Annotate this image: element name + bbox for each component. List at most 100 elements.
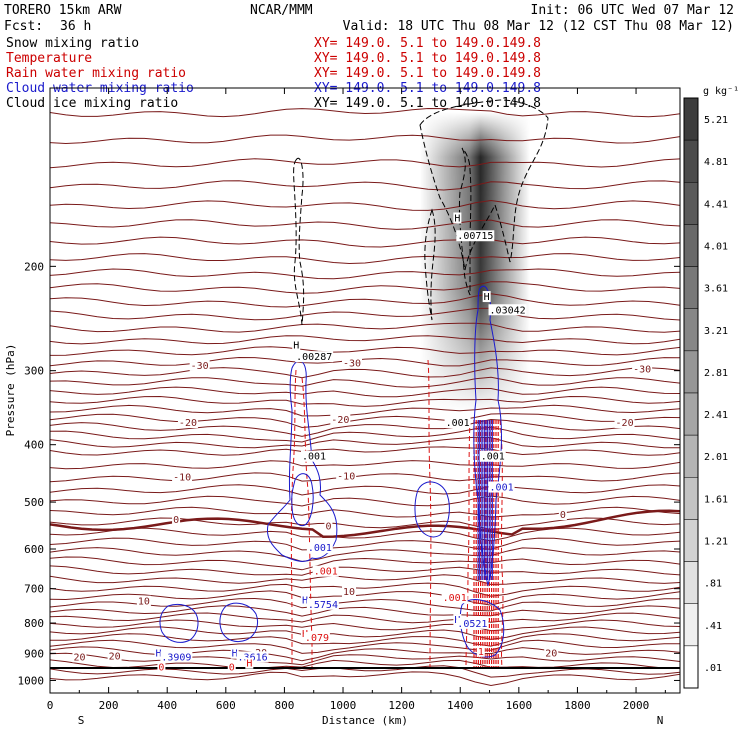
snow-contours — [293, 99, 549, 326]
cloud_water-label-bg — [230, 647, 239, 659]
forecast-hour: 36 h — [60, 19, 91, 34]
isotherm-line — [50, 537, 680, 551]
temperature-label-bg — [342, 586, 357, 598]
x-axis-end-left: S — [78, 714, 85, 727]
isotherm-line — [50, 236, 680, 248]
isotherm-line — [50, 506, 680, 518]
org-title: NCAR/MMM — [250, 3, 313, 18]
isotherm-line — [50, 446, 680, 456]
rain-contour-west-left — [290, 369, 297, 668]
isotherm-line — [50, 556, 680, 571]
snow-label-bg — [453, 212, 462, 224]
temperature-label: -30 — [343, 358, 361, 369]
legend-item-temperature: Temperature — [6, 51, 92, 66]
x-tick-label: 2000 — [623, 699, 650, 712]
isotherm-line — [50, 619, 680, 632]
isotherm-line — [50, 472, 680, 483]
x-tick-label: 200 — [99, 699, 119, 712]
snow-label: H — [484, 292, 490, 303]
temperature-label-bg — [342, 357, 363, 369]
isotherm-line — [50, 158, 680, 169]
snow-label-bg — [456, 230, 495, 242]
snow-label-bg — [292, 339, 301, 351]
colorbar-swatch — [683, 434, 699, 478]
cloud-contour-core — [473, 285, 503, 587]
x-tick-label: 1600 — [506, 699, 533, 712]
isotherm-line — [50, 646, 680, 662]
legend-item-snow: Snow mixing ratio — [6, 36, 139, 51]
rain-contour-core-left — [465, 419, 471, 669]
cloud_water-label: .001 — [490, 483, 514, 494]
snow-label-bg — [482, 291, 491, 303]
temperature-label: 20 — [109, 652, 121, 663]
x-tick-label: 800 — [274, 699, 294, 712]
temperature-label-bg — [336, 470, 357, 482]
valid-time: Valid: 18 UTC Thu 08 Mar 12 (12 CST Thu … — [343, 19, 734, 34]
rain-label: .001 — [443, 593, 467, 604]
colorbar-swatch — [683, 350, 699, 394]
temperature-label: 20 — [545, 649, 557, 660]
init-time: Init: 06 UTC Wed 07 Mar 12 — [531, 3, 735, 18]
snow-label-bg — [479, 450, 506, 462]
cloud_water-label-bg — [306, 598, 339, 610]
temperature-label: 0 — [325, 521, 331, 532]
snow-label-bg — [444, 417, 471, 429]
cloud_water-label: .5754 — [308, 600, 338, 611]
cloud-contour-west-inner — [291, 473, 314, 527]
snow-label: .001 — [481, 452, 505, 463]
plot-area: -30-30-30-20-20-20-10-10000101020202020H… — [50, 99, 680, 687]
y-tick-label: 600 — [24, 543, 44, 556]
rain-label: 0 — [158, 662, 164, 673]
isotherm-line — [50, 322, 680, 333]
legend-coords-rain: XY= 149.0. 5.1 to 149.0.149.8 — [314, 66, 541, 81]
snow-label-bg — [301, 450, 327, 462]
temperature-label-bg — [172, 471, 193, 483]
cloud-contour-west — [266, 360, 338, 562]
x-tick-label: 600 — [216, 699, 236, 712]
cloud_water-label: .3909 — [161, 652, 191, 663]
temperature-label-bg — [544, 647, 559, 659]
legend-coords-snow: XY= 149.0. 5.1 to 149.0.149.8 — [314, 36, 541, 51]
temperature-label-bg — [172, 513, 181, 525]
forecast-label: Fcst: — [4, 19, 43, 34]
cloud-water-contours — [159, 285, 505, 658]
colorbar-swatch — [683, 308, 699, 352]
colorbar: g kg⁻¹ 5.21 4.81 4.41 4.01 3.61 3.21 2.81 2.41 2… — [683, 86, 739, 689]
rain-label-bg — [227, 661, 236, 673]
colorbar-label: .01 — [704, 663, 722, 674]
colorbar-label: .41 — [704, 621, 722, 632]
y-tick-label: 800 — [24, 617, 44, 630]
colorbar-label: 4.41 — [704, 199, 728, 210]
rain-label-bg — [441, 592, 468, 604]
rain-label-bg — [476, 645, 485, 657]
isotherm-line — [50, 346, 680, 356]
colorbar-label: .81 — [704, 579, 722, 590]
snow-label: H — [454, 213, 460, 224]
temperature-contours — [50, 107, 680, 687]
y-tick-label: 700 — [24, 583, 44, 596]
temperature-label-bg — [189, 359, 210, 371]
rain-contour-west-right — [301, 377, 313, 668]
cloud-contour-central — [414, 481, 450, 538]
isotherm-line — [50, 574, 680, 586]
isotherm-line — [50, 281, 680, 294]
colorbar-swatch — [683, 519, 699, 562]
y-tick-label: 1000 — [18, 674, 45, 687]
snow-label: .03042 — [490, 305, 526, 316]
colorbar-swatch — [683, 97, 699, 141]
isotherm-line — [50, 652, 680, 666]
legend-coords-temperature: XY= 149.0. 5.1 to 149.0.149.8 — [314, 51, 541, 66]
isotherm-line — [50, 335, 680, 345]
rain-contour-central — [427, 359, 432, 669]
x-axis: 0 200 400 600 800 1000 1200 1400 1600 1800 2000 — [47, 88, 666, 712]
temperature-label-bg — [107, 650, 122, 662]
snow-label: .00715 — [457, 231, 493, 242]
colorbar-label: 1.61 — [704, 494, 728, 505]
legend-coords-cloud-ice: XY= 149.0. 5.1 to 149.0.149.8 — [314, 96, 541, 111]
rain-label: H — [246, 659, 252, 670]
y-tick-label: 200 — [24, 260, 44, 273]
isotherm-line — [50, 268, 680, 280]
isotherm-line — [50, 612, 680, 624]
rain-label: 0 — [229, 662, 235, 673]
